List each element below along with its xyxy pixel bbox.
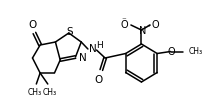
Text: S: S [67, 27, 73, 37]
Text: H: H [96, 41, 103, 49]
Text: CH₃: CH₃ [43, 88, 57, 97]
Text: O: O [28, 20, 37, 30]
Text: ⁺: ⁺ [146, 22, 150, 32]
Text: O: O [168, 47, 175, 56]
Text: N: N [89, 44, 96, 54]
Text: ⁻: ⁻ [121, 16, 126, 26]
Text: O: O [94, 75, 103, 85]
Text: O: O [120, 20, 128, 30]
Text: N: N [79, 53, 87, 63]
Text: N: N [139, 26, 146, 36]
Text: CH₃: CH₃ [189, 47, 203, 56]
Text: O: O [152, 20, 160, 30]
Text: CH₃: CH₃ [27, 88, 41, 97]
